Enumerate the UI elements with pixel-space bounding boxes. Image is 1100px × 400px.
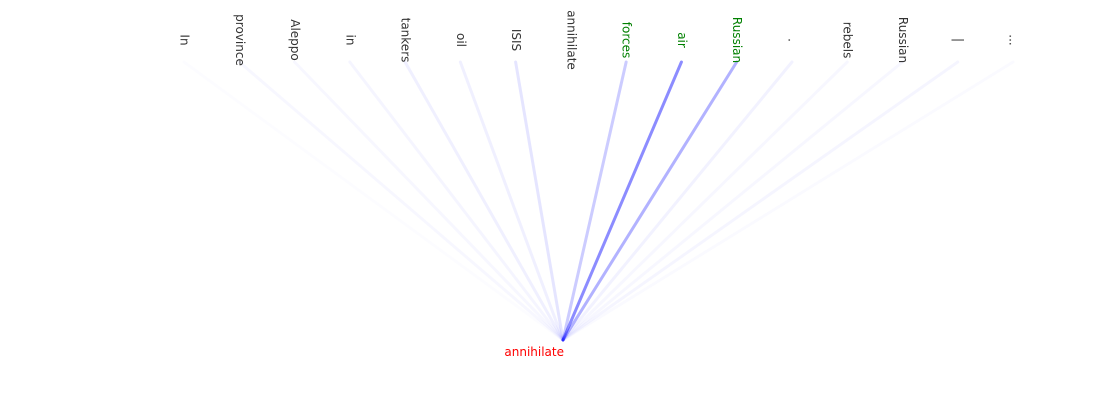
attention-line [561, 60, 683, 342]
attention-line [403, 60, 565, 342]
attention-line [348, 60, 565, 342]
attention-line [561, 60, 794, 342]
attention-line [239, 62, 563, 340]
attention-line [561, 60, 960, 342]
attention-line [563, 62, 571, 340]
attention-line [561, 60, 739, 342]
token: Russian [730, 17, 744, 63]
token: Aleppo [288, 19, 302, 61]
attention-line [563, 62, 847, 340]
token: Russian [896, 17, 910, 63]
attention-line [514, 60, 565, 342]
token: In [178, 34, 192, 45]
attention-line [184, 62, 563, 340]
token: ... [1007, 34, 1021, 45]
token: forces [620, 22, 634, 58]
attention-line [561, 60, 628, 342]
token: in [343, 35, 357, 46]
token: annihilate [564, 10, 578, 70]
token: ISIS [509, 29, 523, 51]
attention-line [458, 60, 565, 342]
token: air [675, 32, 689, 48]
token: oil [454, 33, 468, 47]
token: tankers [399, 18, 413, 63]
token: | [951, 38, 965, 42]
attention-line [563, 62, 903, 340]
token: . [785, 38, 799, 42]
token: province [233, 14, 247, 66]
token: rebels [841, 22, 855, 59]
attention-line [563, 62, 1013, 340]
query-word: annihilate [504, 345, 564, 359]
